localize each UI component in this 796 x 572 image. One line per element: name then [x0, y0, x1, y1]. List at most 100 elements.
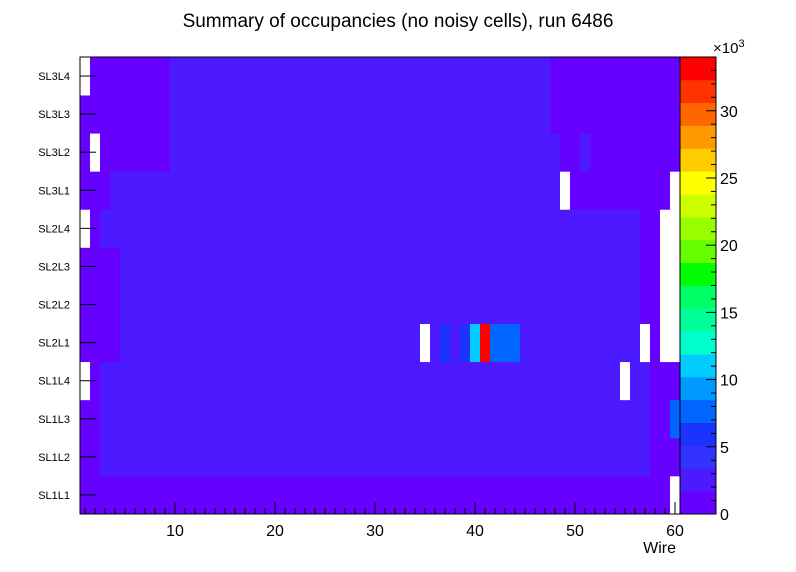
heatmap-cell-sl3l1-2 [110, 171, 560, 209]
heatmap-cell-sl3l4-6 [670, 57, 680, 95]
heatmap-cell-sl1l3-4 [650, 400, 670, 438]
palette-band [680, 57, 716, 80]
heatmap-cell-sl2l1-5 [440, 324, 450, 362]
heatmap-cell-sl2l1-7 [460, 324, 470, 362]
palette-band [680, 354, 716, 377]
heatmap-cell-sl2l1-2 [120, 324, 420, 362]
heatmap-cell-sl3l2-5 [560, 133, 580, 171]
palette-band [680, 377, 716, 400]
heatmap-cell-sl2l1-9 [480, 324, 490, 362]
x-tick-label: 50 [566, 523, 584, 540]
heatmap-cell-sl3l3-3 [550, 95, 570, 133]
row-label-sl1l3: SL1L3 [38, 414, 70, 426]
heatmap-cell-sl1l1-0 [80, 476, 680, 514]
heatmap-cell-sl2l1-11 [520, 324, 610, 362]
chart-title: Summary of occupancies (no noisy cells),… [183, 11, 614, 32]
heatmap-cell-sl2l1-15 [660, 324, 680, 362]
palette-tick-label: 10 [720, 373, 738, 390]
heatmap-cell-sl2l1-8 [470, 324, 480, 362]
palette-tick-label: 5 [720, 440, 729, 457]
palette-band [680, 400, 716, 423]
row-label-sl3l2: SL3L2 [38, 147, 70, 159]
palette-band [680, 308, 716, 331]
heatmap-cell-sl3l2-8 [670, 133, 680, 171]
row-label-sl2l1: SL2L1 [38, 338, 70, 350]
heatmap-cell-sl1l3-2 [410, 400, 420, 438]
heatmap-cell-sl3l2-6 [580, 133, 590, 171]
row-label-sl3l4: SL3L4 [38, 71, 70, 83]
color-scale-multiplier-exponent: 3 [738, 38, 744, 50]
row-label-sl3l1: SL3L1 [38, 185, 70, 197]
palette-band [680, 80, 716, 103]
heatmap-cell-sl1l4-7 [620, 362, 630, 400]
heatmap-cell-sl1l4-4 [420, 362, 480, 400]
palette-band [680, 423, 716, 446]
row-label-sl2l4: SL2L4 [38, 223, 70, 235]
heatmap-cell-sl2l2-2 [120, 286, 420, 324]
heatmap-cell-sl2l3-7 [660, 247, 680, 285]
heatmap-cell-sl1l4-2 [100, 362, 410, 400]
heatmap-cell-sl3l2-7 [590, 133, 670, 171]
heatmap-cell-sl2l1-6 [450, 324, 460, 362]
palette-band [680, 148, 716, 171]
row-label-sl3l3: SL3L3 [38, 109, 70, 121]
heatmap-cell-sl2l1-12 [610, 324, 640, 362]
heatmap-cell-sl2l4-2 [100, 209, 420, 247]
palette-band [680, 171, 716, 194]
x-tick-label: 10 [166, 523, 184, 540]
heatmap-cell-sl1l2-4 [650, 438, 680, 476]
heatmap-cell-sl3l2-3 [110, 133, 170, 171]
heatmap-cell-sl3l3-2 [170, 95, 550, 133]
x-tick-label: 20 [266, 523, 284, 540]
heatmap-cell-sl3l1-3 [560, 171, 570, 209]
heatmap-cell-sl1l4-3 [410, 362, 420, 400]
heatmap-cells [80, 57, 680, 514]
heatmap-cell-sl1l3-1 [100, 400, 410, 438]
heatmap-cell-sl1l2-1 [100, 438, 410, 476]
palette-band [680, 445, 716, 468]
palette-band [680, 194, 716, 217]
heatmap-cell-sl2l2-7 [660, 286, 680, 324]
heatmap-cell-sl3l1-5 [670, 171, 680, 209]
heatmap-cell-sl2l2-5 [620, 286, 640, 324]
heatmap-cell-sl2l4-4 [620, 209, 640, 247]
x-tick-label: 40 [466, 523, 484, 540]
heatmap-cell-sl2l1-14 [650, 324, 660, 362]
row-label-sl1l1: SL1L1 [38, 490, 70, 502]
heatmap-cell-sl1l3-3 [420, 400, 650, 438]
x-tick-label: 60 [666, 523, 684, 540]
heatmap-cell-sl2l4-5 [640, 209, 660, 247]
palette-band [680, 240, 716, 263]
heatmap-cell-sl1l2-3 [420, 438, 650, 476]
heatmap-cell-sl1l4-6 [490, 362, 620, 400]
heatmap-cell-sl2l1-3 [420, 324, 430, 362]
palette-tick-label: 20 [720, 238, 738, 255]
palette-band [680, 263, 716, 286]
heatmap-cell-sl3l3-5 [670, 95, 680, 133]
palette-band [680, 126, 716, 149]
heatmap-cell-sl1l4-8 [630, 362, 650, 400]
heatmap-cell-sl3l2-4 [170, 133, 560, 171]
heatmap-cell-sl2l3-6 [640, 247, 660, 285]
color-scale [680, 57, 716, 514]
heatmap-cell-sl3l3-1 [100, 95, 170, 133]
color-scale-multiplier-base: ×10 [713, 40, 738, 57]
x-axis-label: Wire [643, 540, 676, 557]
heatmap-cell-sl2l1-10 [490, 324, 520, 362]
row-label-sl1l2: SL1L2 [38, 452, 70, 464]
heatmap-cell-sl2l2-3 [420, 286, 440, 324]
x-tick-label: 30 [366, 523, 384, 540]
row-label-sl2l2: SL2L2 [38, 300, 70, 312]
heatmap-cell-sl2l3-2 [120, 247, 420, 285]
heatmap-cell-sl3l1-4 [570, 171, 670, 209]
heatmap-cell-sl3l4-4 [550, 57, 570, 95]
heatmap-cell-sl1l4-5 [480, 362, 490, 400]
heatmap-cell-sl1l2-2 [410, 438, 420, 476]
heatmap-cell-sl3l4-5 [570, 57, 670, 95]
color-scale-multiplier: ×103 [713, 38, 745, 57]
palette-band [680, 331, 716, 354]
heatmap-cell-sl1l4-9 [650, 362, 680, 400]
palette-band [680, 217, 716, 240]
palette-band [680, 103, 716, 126]
